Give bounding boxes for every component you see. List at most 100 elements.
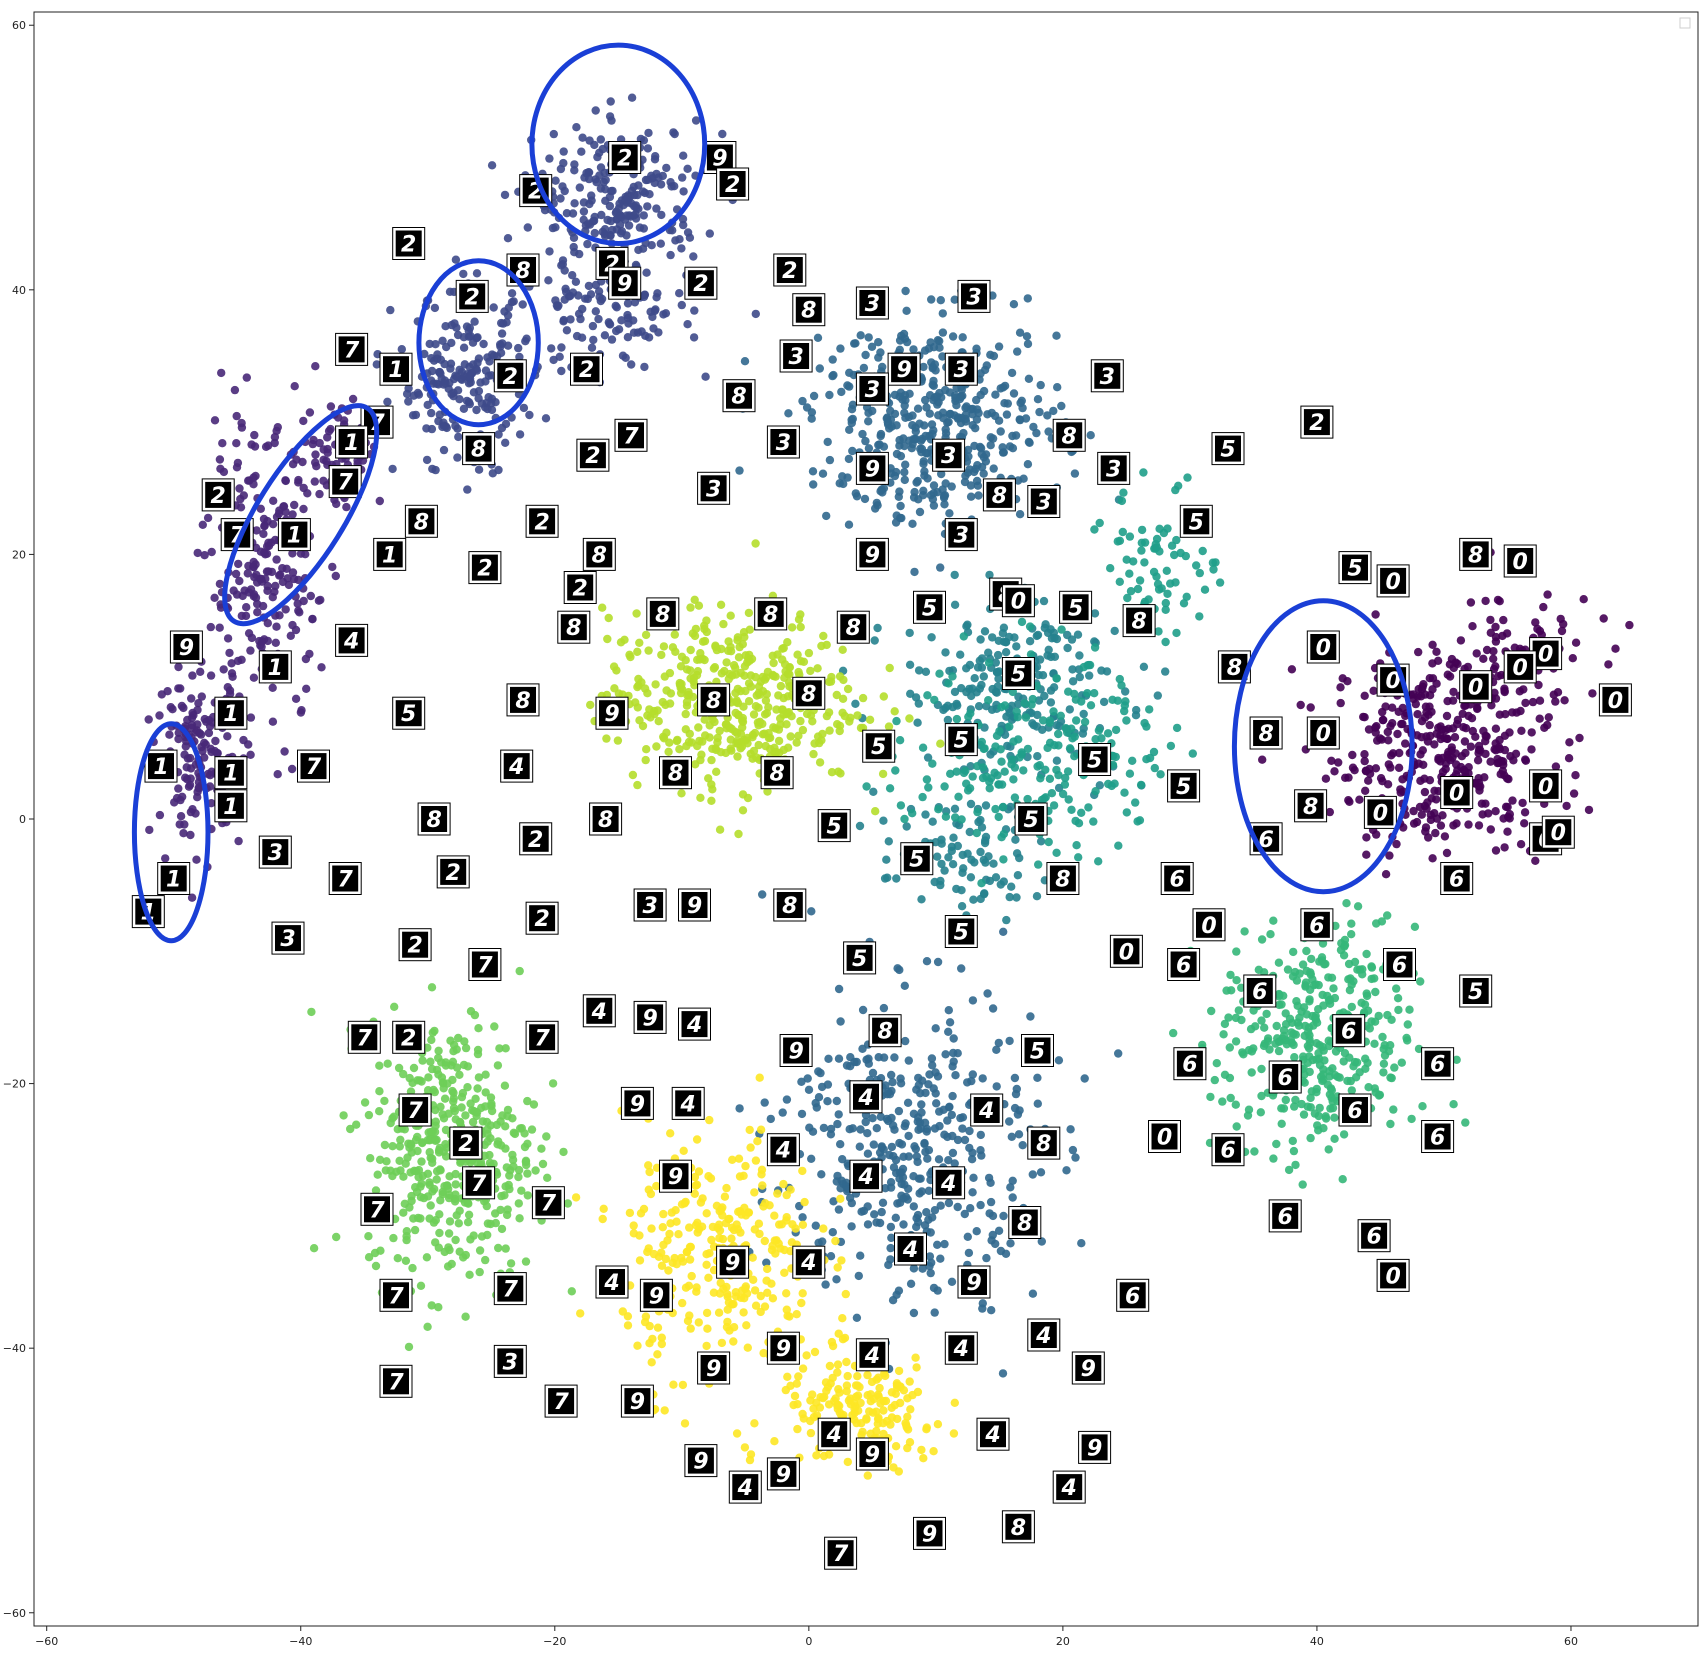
data-point	[702, 616, 711, 625]
data-point	[1154, 585, 1164, 594]
data-point	[709, 664, 719, 673]
data-point	[941, 425, 950, 434]
data-point	[1474, 821, 1484, 830]
data-point	[556, 194, 565, 203]
data-point	[474, 465, 484, 474]
data-point	[798, 1213, 807, 1222]
data-point	[733, 752, 742, 761]
data-point	[246, 750, 255, 759]
data-point	[523, 1096, 532, 1106]
digit-thumbnail: 9	[595, 696, 629, 730]
data-point	[1369, 686, 1378, 695]
data-point	[1035, 655, 1045, 664]
data-point	[1085, 660, 1095, 670]
data-point	[777, 1220, 786, 1229]
data-point	[251, 593, 261, 602]
data-point	[501, 1182, 510, 1191]
digit-thumbnail: 2	[576, 438, 610, 472]
data-point	[943, 1116, 952, 1125]
data-point	[920, 467, 929, 476]
data-point	[833, 1360, 843, 1369]
data-point	[643, 1247, 652, 1257]
data-point	[1073, 630, 1083, 639]
data-point	[1486, 825, 1496, 834]
digit-thumbnail: 1	[373, 537, 407, 571]
data-point	[1125, 769, 1135, 778]
data-point	[1192, 561, 1201, 570]
data-point	[187, 720, 197, 730]
data-point	[576, 1309, 585, 1318]
thumbnail-digit: 8	[763, 603, 778, 628]
data-point	[455, 1070, 464, 1080]
data-point	[980, 627, 990, 636]
data-point	[1122, 555, 1131, 564]
data-point	[1009, 300, 1019, 309]
data-point	[794, 1372, 803, 1381]
data-point	[1139, 662, 1149, 671]
data-point	[441, 322, 450, 331]
data-point	[1347, 930, 1356, 939]
data-point	[1120, 788, 1129, 797]
data-point	[323, 448, 332, 457]
data-point	[1246, 1024, 1256, 1034]
data-point	[1013, 347, 1022, 356]
data-point	[541, 414, 551, 423]
data-point	[1012, 893, 1021, 902]
digit-thumbnail: 7	[297, 749, 330, 783]
thumbnail-image	[148, 753, 174, 780]
data-point	[1292, 976, 1302, 985]
data-point	[276, 570, 285, 579]
data-point	[981, 836, 990, 845]
data-point	[584, 281, 594, 291]
thumbnail-digit: 8	[471, 438, 486, 463]
data-point	[735, 466, 744, 475]
data-point	[817, 1170, 826, 1179]
data-point	[1521, 698, 1530, 708]
data-point	[457, 1103, 466, 1112]
data-point	[331, 571, 340, 581]
data-point	[451, 1190, 460, 1199]
data-point	[1054, 1056, 1064, 1065]
data-point	[375, 1155, 385, 1165]
data-point	[1005, 1036, 1014, 1046]
data-point	[632, 609, 641, 618]
data-point	[1032, 428, 1041, 438]
data-point	[927, 358, 936, 367]
data-point	[678, 1380, 688, 1390]
data-point	[814, 1093, 824, 1102]
data-point	[399, 1208, 408, 1217]
data-point	[643, 689, 652, 698]
data-point	[627, 199, 636, 208]
data-point	[1023, 294, 1032, 303]
data-point	[1071, 816, 1080, 826]
data-point	[165, 730, 174, 739]
data-point	[1243, 1111, 1253, 1120]
data-point	[447, 338, 456, 348]
data-point	[895, 1168, 905, 1177]
data-point	[1394, 763, 1404, 772]
data-point	[1256, 1108, 1266, 1117]
thumbnail-digit: 8	[769, 762, 784, 787]
data-point	[851, 339, 860, 348]
data-point	[738, 640, 747, 649]
data-point	[925, 391, 935, 400]
data-point	[994, 780, 1003, 789]
data-point	[315, 438, 324, 448]
data-point	[963, 1232, 972, 1242]
data-point	[450, 319, 459, 328]
data-point	[588, 321, 598, 331]
data-point	[859, 363, 869, 373]
data-point	[176, 812, 186, 821]
data-point	[717, 669, 726, 678]
data-point	[1099, 697, 1109, 707]
data-point	[1036, 837, 1046, 846]
data-point	[848, 446, 857, 456]
data-point	[489, 303, 498, 312]
data-point	[856, 1125, 865, 1134]
data-point	[994, 674, 1003, 683]
thumbnail-image	[471, 554, 498, 581]
data-point	[1347, 919, 1356, 928]
data-point	[264, 441, 273, 450]
data-point	[1274, 1046, 1284, 1056]
